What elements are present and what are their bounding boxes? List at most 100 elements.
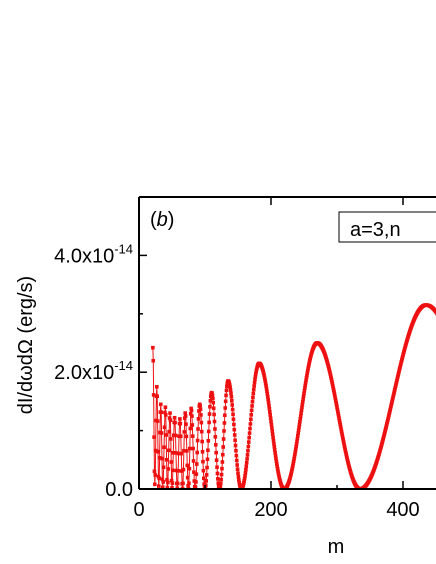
data-point bbox=[307, 360, 312, 365]
data-point bbox=[297, 425, 301, 430]
data-point bbox=[268, 413, 273, 417]
data-point bbox=[249, 417, 253, 422]
x-tick-label: 200 bbox=[254, 499, 287, 521]
data-point bbox=[272, 441, 276, 446]
data-point bbox=[305, 373, 309, 378]
data-point bbox=[297, 422, 302, 427]
data-point bbox=[244, 464, 249, 469]
data-point bbox=[328, 372, 333, 377]
data-point bbox=[163, 410, 167, 415]
data-point bbox=[338, 423, 343, 427]
data-point bbox=[220, 460, 225, 464]
data-point bbox=[153, 448, 158, 453]
data-point bbox=[300, 399, 305, 404]
data-point bbox=[245, 457, 249, 461]
data-point bbox=[266, 400, 271, 405]
data-point bbox=[264, 386, 269, 391]
data-point bbox=[252, 380, 257, 385]
data-point bbox=[200, 449, 205, 454]
data-point bbox=[236, 471, 240, 475]
data-point bbox=[299, 408, 304, 413]
data-point bbox=[342, 444, 347, 448]
data-point bbox=[216, 477, 220, 481]
tick-layer: 0 200 400 0.0 2.0x10-14 4.0x10-14 bbox=[54, 197, 420, 521]
data-point bbox=[187, 466, 192, 471]
data-point bbox=[153, 482, 157, 487]
data-point bbox=[342, 442, 346, 446]
data-point bbox=[189, 406, 193, 411]
data-point bbox=[274, 459, 279, 464]
data-point bbox=[304, 376, 309, 380]
data-point bbox=[392, 389, 397, 394]
data-point bbox=[155, 419, 160, 423]
data-point bbox=[223, 413, 227, 418]
data-point bbox=[340, 433, 345, 438]
data-point bbox=[341, 440, 346, 444]
plot-frame bbox=[138, 196, 436, 490]
data-point bbox=[170, 481, 175, 485]
data-point bbox=[199, 420, 204, 425]
data-point bbox=[248, 426, 252, 431]
data-point bbox=[339, 427, 343, 431]
data-point bbox=[272, 448, 277, 452]
data-point bbox=[158, 402, 163, 407]
data-point bbox=[307, 362, 311, 367]
data-point bbox=[165, 478, 169, 482]
data-point bbox=[166, 480, 170, 485]
data-point bbox=[212, 412, 216, 417]
data-point bbox=[247, 435, 251, 440]
data-point bbox=[301, 394, 306, 398]
data-point bbox=[223, 406, 228, 410]
data-point bbox=[183, 411, 187, 415]
data-point bbox=[339, 429, 344, 434]
data-point bbox=[234, 448, 238, 453]
data-point bbox=[254, 369, 259, 374]
data-point bbox=[246, 444, 251, 449]
panel-label: (b) bbox=[150, 209, 174, 231]
data-point bbox=[334, 403, 339, 407]
data-point bbox=[190, 414, 194, 418]
data-point bbox=[337, 416, 341, 420]
data-layer bbox=[151, 303, 436, 489]
data-point bbox=[336, 412, 341, 416]
data-point bbox=[344, 453, 349, 458]
data-point bbox=[186, 484, 190, 488]
data-point bbox=[269, 422, 274, 427]
data-point bbox=[228, 385, 232, 390]
data-point bbox=[289, 469, 294, 474]
data-point bbox=[270, 426, 274, 430]
y-tick-label: 2.0x10-14 bbox=[54, 358, 133, 384]
data-point bbox=[181, 481, 185, 486]
data-point bbox=[331, 388, 336, 392]
data-point bbox=[166, 467, 171, 471]
data-point bbox=[179, 434, 183, 439]
data-point bbox=[205, 457, 210, 462]
data-point bbox=[188, 411, 193, 416]
data-point bbox=[193, 485, 198, 489]
data-point bbox=[265, 389, 269, 393]
data-point bbox=[269, 419, 273, 424]
data-point bbox=[175, 481, 180, 486]
data-point bbox=[199, 413, 203, 417]
data-point bbox=[251, 387, 256, 392]
data-point bbox=[296, 434, 300, 438]
data-point bbox=[434, 311, 436, 315]
data-point bbox=[335, 407, 340, 412]
data-point bbox=[229, 391, 233, 396]
data-point bbox=[292, 457, 296, 461]
data-point bbox=[232, 433, 237, 437]
data-point bbox=[173, 433, 178, 438]
data-point bbox=[338, 425, 343, 429]
data-point bbox=[273, 453, 278, 458]
data-point bbox=[343, 446, 347, 450]
data-point bbox=[295, 439, 299, 444]
data-point bbox=[293, 447, 298, 451]
data-point bbox=[233, 443, 238, 448]
data-point bbox=[208, 398, 213, 403]
data-point bbox=[391, 393, 396, 398]
data-point bbox=[254, 372, 258, 376]
data-point bbox=[263, 379, 268, 384]
data-point bbox=[330, 380, 334, 384]
data-point bbox=[296, 428, 301, 433]
data-point bbox=[221, 445, 225, 449]
